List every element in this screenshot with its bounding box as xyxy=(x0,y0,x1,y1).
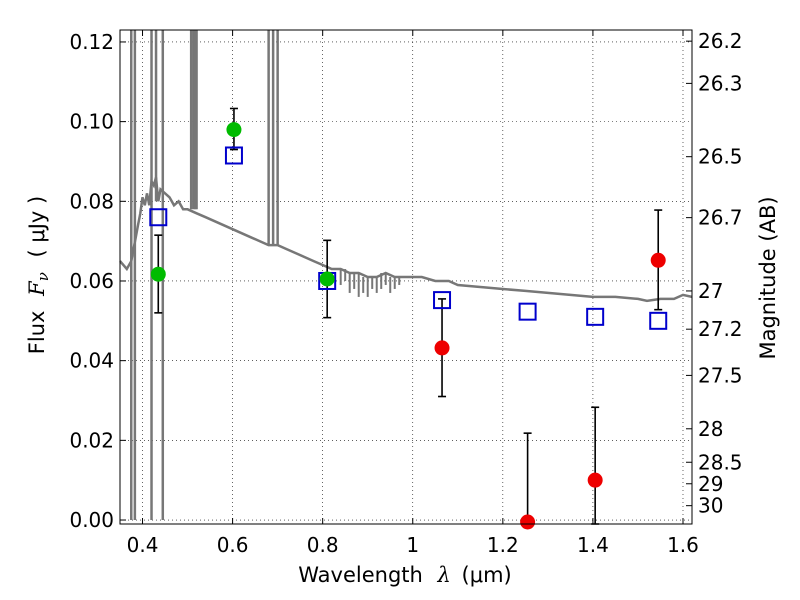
observed-flux-point xyxy=(434,340,450,356)
y-right-tick-label: 26.5 xyxy=(698,145,743,169)
x-tick-label: 1.6 xyxy=(667,533,699,557)
y-tick-label: 0.02 xyxy=(69,428,114,452)
model-flux-square xyxy=(433,291,452,310)
observed-flux-point xyxy=(650,252,666,268)
model-curve xyxy=(119,30,693,521)
x-tick-label: 0.6 xyxy=(217,533,249,557)
model-flux-square xyxy=(149,208,168,227)
y-right-tick-label: 26.3 xyxy=(698,71,743,95)
y-tick-label: 0.06 xyxy=(69,269,114,293)
y-tick-label: 0.00 xyxy=(69,508,114,532)
x-tick-label: 1.2 xyxy=(487,533,519,557)
observed-flux-point xyxy=(226,122,242,138)
model-flux-square xyxy=(518,302,537,321)
plot-frame xyxy=(119,29,693,525)
model-flux-square xyxy=(224,146,243,165)
observed-flux-point xyxy=(319,271,335,287)
y-right-tick-label: 27 xyxy=(698,279,723,303)
model-flux-square xyxy=(649,311,668,330)
x-tick-label: 1 xyxy=(406,533,419,557)
y-right-tick-label: 27.2 xyxy=(698,317,743,341)
y-right-tick-label: 29 xyxy=(698,472,723,496)
grid xyxy=(120,30,692,524)
observed-flux-point xyxy=(587,472,603,488)
ticks: 0.4 0.6 0.8 1 1.2 1.4 1.6 0.00 0.02 0.04 0.06 0.08 0… xyxy=(69,29,742,557)
y-right-axis-label: Magnitude (AB) xyxy=(756,196,780,359)
observed-flux-point xyxy=(150,266,166,282)
y-tick-label: 0.08 xyxy=(69,189,114,213)
y-tick-label: 0.12 xyxy=(69,30,114,54)
x-tick-label: 0.4 xyxy=(127,533,159,557)
y-right-tick-label: 28.5 xyxy=(698,450,743,474)
y-tick-label: 0.04 xyxy=(69,349,114,373)
x-tick-label: 1.4 xyxy=(577,533,609,557)
observed-flux-point xyxy=(520,514,536,530)
x-tick-label: 0.8 xyxy=(307,533,339,557)
y-tick-label: 0.10 xyxy=(69,110,114,134)
model-spectrum-line xyxy=(119,177,693,303)
y-right-tick-label: 26.7 xyxy=(698,206,743,230)
y-right-tick-label: 26.2 xyxy=(698,29,743,53)
y-right-tick-label: 28 xyxy=(698,417,723,441)
error-bars xyxy=(154,107,663,525)
markers xyxy=(149,122,668,530)
x-axis-label: Wavelength λ (μm) xyxy=(298,563,511,587)
y-right-tick-label: 30 xyxy=(698,494,723,518)
y-right-tick-label: 27.5 xyxy=(698,363,743,387)
model-flux-square xyxy=(586,307,605,326)
y-axis-label: Flux Fν ( μJy ) xyxy=(25,196,53,354)
